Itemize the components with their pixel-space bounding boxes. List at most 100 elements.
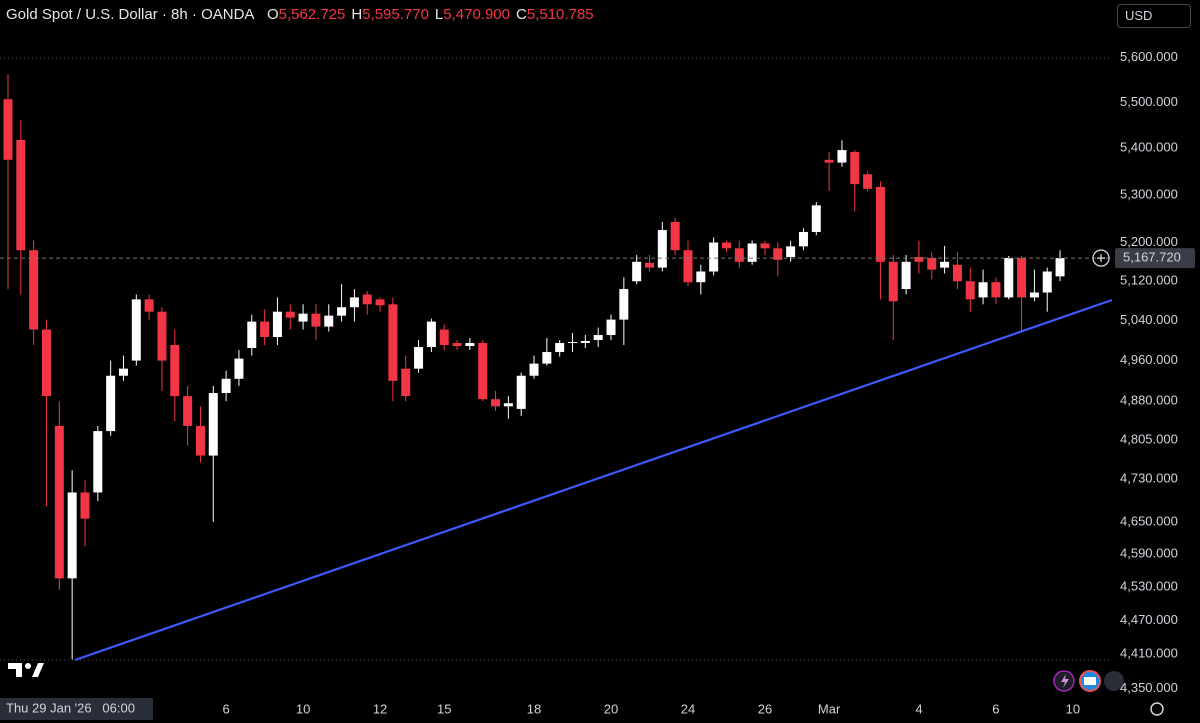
candle-body — [542, 352, 552, 364]
last-price-label: 5,167.720 — [1123, 250, 1181, 265]
candle-body — [183, 396, 193, 426]
crosshair-label: Thu 29 Jan '26 06:00 — [6, 700, 135, 715]
candle-body — [952, 264, 962, 282]
candle-body — [619, 289, 629, 320]
candle-body — [106, 375, 116, 432]
candle-body — [670, 221, 680, 251]
y-tick-label: 4,960.000 — [1120, 352, 1178, 367]
candle-body — [118, 368, 128, 376]
candle-body — [29, 250, 39, 330]
y-tick-label: 4,730.000 — [1120, 471, 1178, 486]
candle-body — [516, 375, 526, 409]
candle-body — [914, 256, 924, 262]
candle-body — [1004, 257, 1014, 298]
y-tick-label: 4,530.000 — [1120, 579, 1178, 594]
candle-body — [683, 250, 693, 283]
candle-body — [1042, 271, 1052, 293]
y-tick-label: 5,300.000 — [1120, 186, 1178, 201]
y-tick-label: 5,600.000 — [1120, 49, 1178, 64]
candle-body — [747, 243, 757, 262]
tradingview-logo — [8, 663, 44, 677]
candle-body — [465, 343, 475, 347]
x-tick-label: 4 — [915, 701, 922, 716]
x-tick-label: 24 — [681, 701, 695, 716]
y-tick-label: 5,200.000 — [1120, 234, 1178, 249]
candle-body — [529, 363, 539, 376]
candle-body — [388, 304, 398, 381]
candle-body — [144, 299, 154, 312]
candle-body — [786, 246, 796, 257]
candle-body — [80, 492, 90, 519]
ohlc-value: 5,470.900 — [443, 6, 510, 23]
candle-body — [247, 321, 257, 349]
last-price-box — [1115, 248, 1195, 269]
y-tick-label: 4,590.000 — [1120, 546, 1178, 561]
x-tick-label: 15 — [437, 701, 451, 716]
y-tick-label: 5,400.000 — [1120, 140, 1178, 155]
candle-body — [901, 261, 911, 290]
add-alert-button[interactable] — [1092, 249, 1110, 267]
candle-body — [375, 299, 385, 306]
candle-body — [696, 271, 706, 283]
candle-body — [837, 150, 847, 163]
candle-body — [1055, 258, 1065, 277]
crosshair-label-box — [0, 698, 153, 720]
x-tick-label: 18 — [527, 701, 541, 716]
candle-body — [645, 262, 654, 268]
candle-body — [491, 399, 501, 407]
candle-body — [1029, 292, 1039, 298]
candle-body — [401, 368, 411, 397]
candle-body — [337, 307, 347, 316]
candle-body — [157, 311, 167, 361]
candle-body — [721, 242, 731, 249]
add-alert-icon — [1097, 254, 1105, 263]
candle-body — [311, 313, 321, 327]
candle-body — [580, 341, 590, 344]
y-tick-label: 5,500.000 — [1120, 94, 1178, 109]
x-tick-label: 10 — [1066, 701, 1080, 716]
candle-body — [285, 311, 295, 318]
candle-body — [593, 335, 603, 341]
x-tick-label: 10 — [296, 701, 310, 716]
y-tick-label: 5,040.000 — [1120, 312, 1178, 327]
candle-body — [170, 345, 180, 397]
candle-body — [93, 431, 103, 493]
ohlc-key: L — [434, 6, 444, 23]
candle-body — [773, 248, 783, 260]
candle-body — [362, 294, 372, 305]
candle-body — [760, 243, 770, 249]
candle-body — [555, 343, 565, 353]
ohlc-value: 5,595.770 — [362, 6, 429, 23]
candle-body — [16, 139, 26, 251]
y-tick-label: 5,120.000 — [1120, 273, 1178, 288]
bottom-icons — [1053, 670, 1164, 716]
candle-body — [927, 257, 937, 270]
candle-body — [195, 425, 205, 456]
ohlc-key: H — [351, 6, 363, 23]
ohlc-value: 5,562.725 — [278, 6, 346, 23]
candle-body — [632, 261, 642, 282]
candle-body — [41, 329, 51, 397]
candle-body — [452, 343, 462, 347]
candle-body — [991, 282, 1001, 298]
candle-body — [67, 492, 77, 579]
candle-body — [606, 319, 616, 336]
candle-body — [709, 242, 719, 272]
ohlc-key: C — [516, 6, 527, 23]
candle-body — [208, 393, 218, 456]
currency-button[interactable]: USD — [1117, 4, 1191, 28]
candle-body — [439, 329, 449, 346]
candle-body — [888, 261, 898, 302]
y-tick-label: 4,410.000 — [1120, 646, 1178, 661]
candle-body — [657, 230, 667, 268]
candle-body — [349, 297, 359, 308]
candle-body — [478, 343, 488, 400]
candle-body — [272, 311, 282, 338]
candle-body — [798, 231, 808, 247]
candle-body — [3, 99, 13, 160]
candle-body — [824, 159, 834, 163]
candle-body — [1017, 257, 1027, 298]
x-tick-label: 20 — [604, 701, 618, 716]
ohlc-value: 5,510.785 — [526, 6, 594, 23]
